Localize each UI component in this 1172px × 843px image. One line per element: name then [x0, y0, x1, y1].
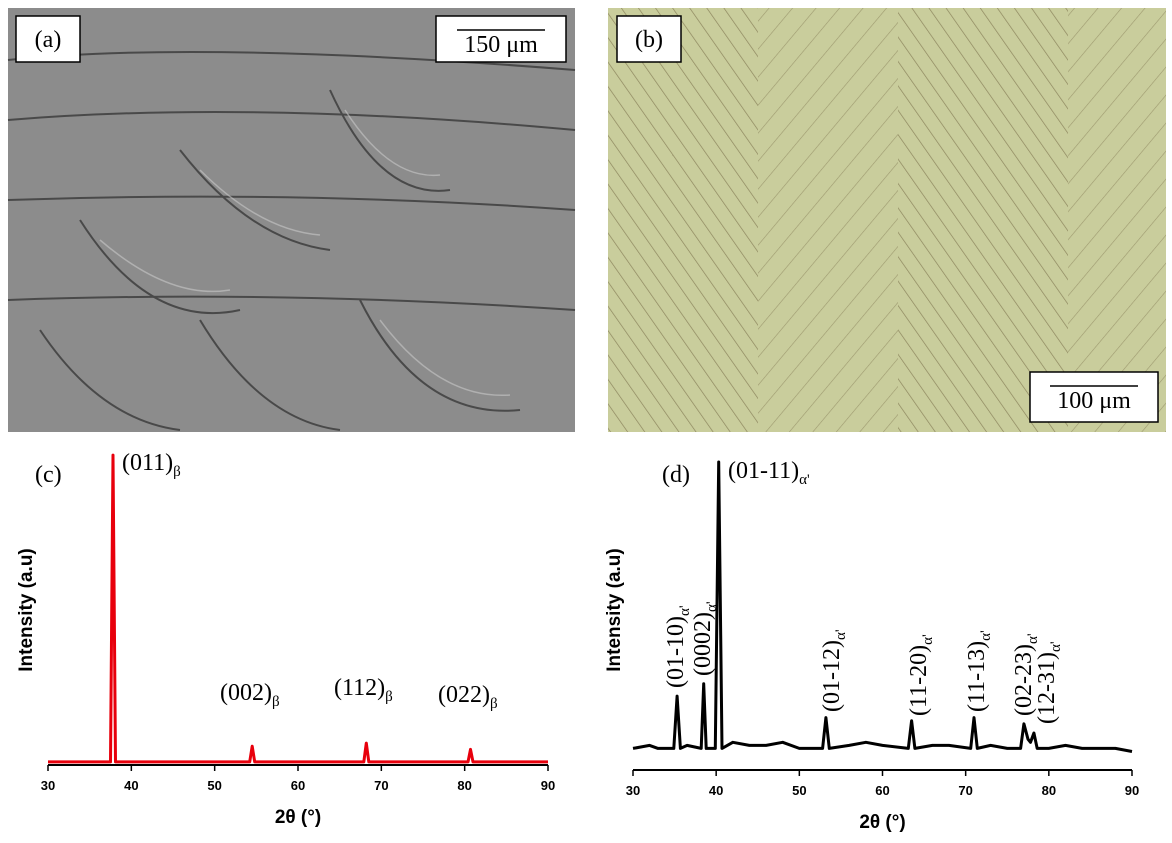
x-tick-label: 90	[541, 778, 555, 793]
peak-label-sub: α'	[920, 634, 936, 645]
peak-label-text: (01-12)	[819, 640, 845, 712]
peak-label: (01-12)α'	[819, 629, 849, 712]
peak-label-sub: α'	[833, 629, 849, 640]
peak-label: (11-20)α'	[906, 634, 936, 716]
peak-label-sub: α'	[1025, 633, 1041, 644]
x-tick-label: 30	[41, 778, 55, 793]
peak-label: (01-11)α'	[728, 458, 810, 488]
x-tick-label: 70	[374, 778, 388, 793]
peak-label: (01-10)α'	[663, 605, 693, 688]
peak-label-text: (022)	[438, 682, 490, 708]
peak-label-sub: α'	[1048, 641, 1064, 652]
y-axis-label: Intensity (a.u)	[604, 548, 625, 672]
x-tick-label: 80	[1042, 783, 1056, 798]
panel-label: (c)	[35, 462, 62, 488]
peak-label-text: (0002)	[690, 612, 716, 676]
x-tick-label: 60	[875, 783, 889, 798]
peak-label-sub: β	[490, 696, 498, 712]
peak-label-text: (11-20)	[906, 645, 932, 716]
peak-label-text: (002)	[220, 680, 272, 706]
peak-label-text: (11-13)	[964, 641, 990, 712]
x-tick-label: 30	[626, 783, 640, 798]
peak-label: (112)β	[334, 675, 393, 705]
peak-label: (011)β	[122, 450, 181, 480]
peak-label-sub: β	[272, 694, 280, 710]
peak-label-text: (112)	[334, 675, 385, 701]
x-tick-label: 40	[709, 783, 723, 798]
y-axis-label: Intensity (a.u)	[16, 548, 37, 672]
xrd-line	[48, 455, 548, 762]
peak-label-sub: α'	[978, 630, 994, 641]
scale-bar-label: 100 μm	[1057, 388, 1131, 414]
peak-label-sub: α'	[704, 601, 720, 612]
micrograph-a	[8, 8, 575, 432]
panel-label: (b)	[635, 27, 663, 53]
peak-label-sub: β	[385, 689, 393, 705]
peak-label-text: (011)	[122, 450, 173, 476]
panel-label: (a)	[35, 27, 62, 53]
peak-label-sub: α'	[799, 472, 810, 488]
x-tick-label: 80	[457, 778, 471, 793]
figure: (a) 150 μm (b) 100 μm 30 40 50 60 70 80 90 2θ (…	[0, 0, 1172, 843]
x-tick-label: 50	[792, 783, 806, 798]
peak-label-text: (12-31)	[1034, 652, 1060, 724]
peak-label: (0002)α'	[690, 601, 720, 676]
x-tick-label: 90	[1125, 783, 1139, 798]
panel-label: (d)	[662, 462, 690, 488]
x-tick-label: 50	[207, 778, 221, 793]
peak-label: (022)β	[438, 682, 498, 712]
x-tick-label: 60	[291, 778, 305, 793]
x-tick-label: 40	[124, 778, 138, 793]
peak-label: (12-31)α'	[1034, 641, 1064, 724]
peak-label-text: (01-10)	[663, 616, 689, 688]
x-axis-label: 2θ (°)	[859, 812, 905, 833]
peak-label-text: (01-11)	[728, 458, 799, 484]
x-axis-label: 2θ (°)	[275, 807, 321, 828]
peak-label: (002)β	[220, 680, 280, 710]
micrograph-b	[608, 8, 1166, 432]
peak-label: (11-13)α'	[964, 630, 994, 712]
x-tick-label: 70	[958, 783, 972, 798]
peak-label-sub: β	[173, 464, 181, 480]
scale-bar-label: 150 μm	[464, 32, 538, 58]
